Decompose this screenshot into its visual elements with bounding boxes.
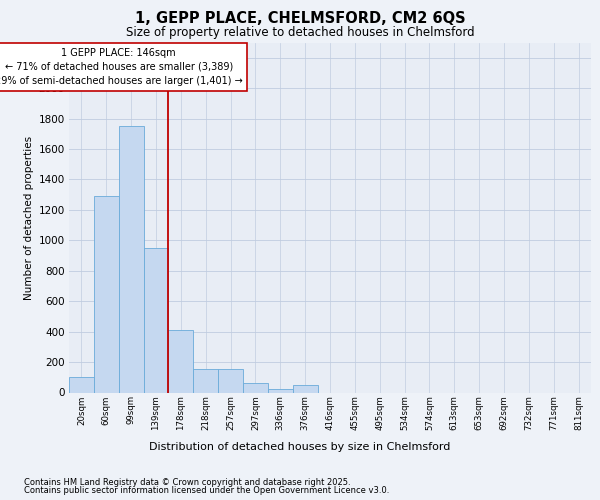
Bar (143, 248, 169, 392)
Bar (293, 385, 317, 392)
Bar (169, 330, 193, 392)
Bar (119, 126, 143, 392)
Y-axis label: Number of detached properties: Number of detached properties (25, 136, 34, 300)
Text: Size of property relative to detached houses in Chelmsford: Size of property relative to detached ho… (125, 26, 475, 39)
Bar (243, 382, 268, 392)
Bar (268, 388, 293, 392)
Bar (69, 378, 94, 392)
Text: Contains public sector information licensed under the Open Government Licence v3: Contains public sector information licen… (24, 486, 389, 495)
Text: 1 GEPP PLACE: 146sqm
← 71% of detached houses are smaller (3,389)
29% of semi-de: 1 GEPP PLACE: 146sqm ← 71% of detached h… (0, 48, 242, 86)
Bar (193, 369, 218, 392)
Bar (218, 369, 243, 392)
Text: Distribution of detached houses by size in Chelmsford: Distribution of detached houses by size … (149, 442, 451, 452)
Text: 1, GEPP PLACE, CHELMSFORD, CM2 6QS: 1, GEPP PLACE, CHELMSFORD, CM2 6QS (134, 11, 466, 26)
Bar (94, 196, 119, 392)
Text: Contains HM Land Registry data © Crown copyright and database right 2025.: Contains HM Land Registry data © Crown c… (24, 478, 350, 487)
